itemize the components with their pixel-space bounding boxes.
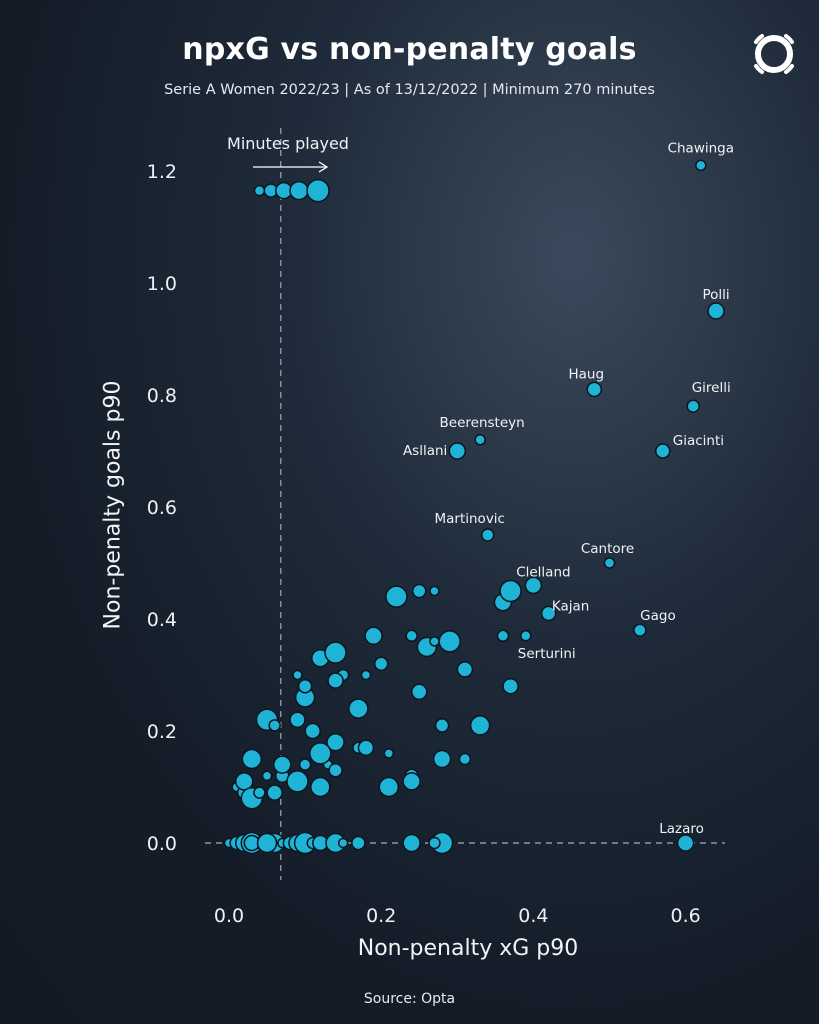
data-point [385,585,408,608]
size-legend-point [289,180,309,201]
labeled-data-point [474,434,486,446]
data-point [411,683,428,701]
data-point [429,636,440,647]
data-point [298,758,312,771]
y-tick-label: 1.2 [147,161,177,183]
point-label: Beerensteyn [440,415,525,431]
labeled-data-point [603,557,616,569]
size-legend-point [253,184,266,197]
labeled-data-point [676,834,695,852]
data-point [432,749,452,769]
y-tick-label: 0.2 [147,721,177,743]
y-axis-label: Non-penalty goals p90 [100,380,126,630]
labeled-data-point [448,442,467,460]
data-point [348,698,369,719]
x-tick-label: 0.6 [670,905,700,927]
data-point [326,732,345,752]
data-point [360,669,372,681]
point-label: Martinovic [434,511,505,527]
labeled-data-point [540,605,557,622]
data-point [438,630,461,653]
y-tick-label: 0.6 [147,497,177,519]
data-point [327,672,344,689]
point-label: Chawinga [668,140,734,156]
data-point [292,669,303,681]
data-point [351,835,366,851]
data-point [405,629,418,643]
data-point [428,836,441,850]
point-label: Giacinti [673,433,724,449]
data-point [304,722,321,740]
data-point [324,641,347,664]
chart-title: npxG vs non-penalty goals [182,32,637,67]
data-point [253,786,266,799]
point-label: Girelli [692,380,731,396]
data-point [266,784,283,801]
data-point [496,629,510,643]
source-note: Source: Opta [363,991,456,1007]
labeled-data-point [695,159,707,172]
data-point [499,579,522,603]
data-point [297,678,313,694]
point-label: Serturini [518,646,576,662]
data-point [402,772,421,791]
y-tick-label: 0.0 [147,833,177,855]
data-point [337,837,349,849]
data-point [310,776,331,798]
y-tick-label: 0.8 [147,385,177,407]
data-point [434,718,450,733]
labeled-data-point [586,381,603,398]
data-point [429,585,440,597]
data-point [289,711,306,729]
data-point [456,661,474,678]
labeled-data-point [686,399,700,413]
point-label: Haug [568,366,604,382]
point-label: Asllani [403,443,447,459]
labeled-data-point [524,576,543,595]
x-tick-label: 0.2 [366,905,396,927]
data-point [357,739,375,757]
point-label: Polli [702,287,729,303]
labeled-data-point [707,302,725,320]
x-axis-label: Non-penalty xG p90 [357,936,579,961]
x-tick-label: 0.0 [214,905,244,927]
data-point [256,832,278,854]
labeled-data-point [480,528,495,542]
point-label: Gago [640,608,676,624]
opta-logo-icon [754,34,794,74]
data-point [273,755,292,774]
point-label: Lazaro [659,821,704,837]
data-point [378,776,400,798]
data-point [309,742,332,765]
legend-arrow-head [318,161,329,173]
x-tick-label: 0.4 [518,905,548,927]
data-point [328,762,343,778]
size-legend-point [306,178,330,203]
data-point [383,748,395,759]
labeled-data-point [633,623,647,637]
minutes-played-annotation: Minutes played [227,134,349,153]
data-point [241,748,263,770]
data-point [261,770,273,782]
data-point [469,715,491,736]
data-point [373,656,389,672]
point-label: Cantore [581,541,634,557]
data-point [502,677,519,695]
point-label: Kajan [552,598,589,614]
point-label: Clelland [516,564,570,580]
data-point [364,626,383,646]
labeled-data-point [655,443,671,459]
data-point [286,770,309,793]
data-point [458,752,472,766]
y-tick-label: 1.0 [147,273,177,295]
data-point [268,719,281,732]
data-point [412,583,427,599]
data-point [234,772,254,791]
labeled-data-point [520,630,532,642]
chart-subtitle: Serie A Women 2022/23 | As of 13/12/2022… [164,82,655,98]
y-tick-label: 0.4 [147,609,177,631]
data-point [402,833,421,853]
